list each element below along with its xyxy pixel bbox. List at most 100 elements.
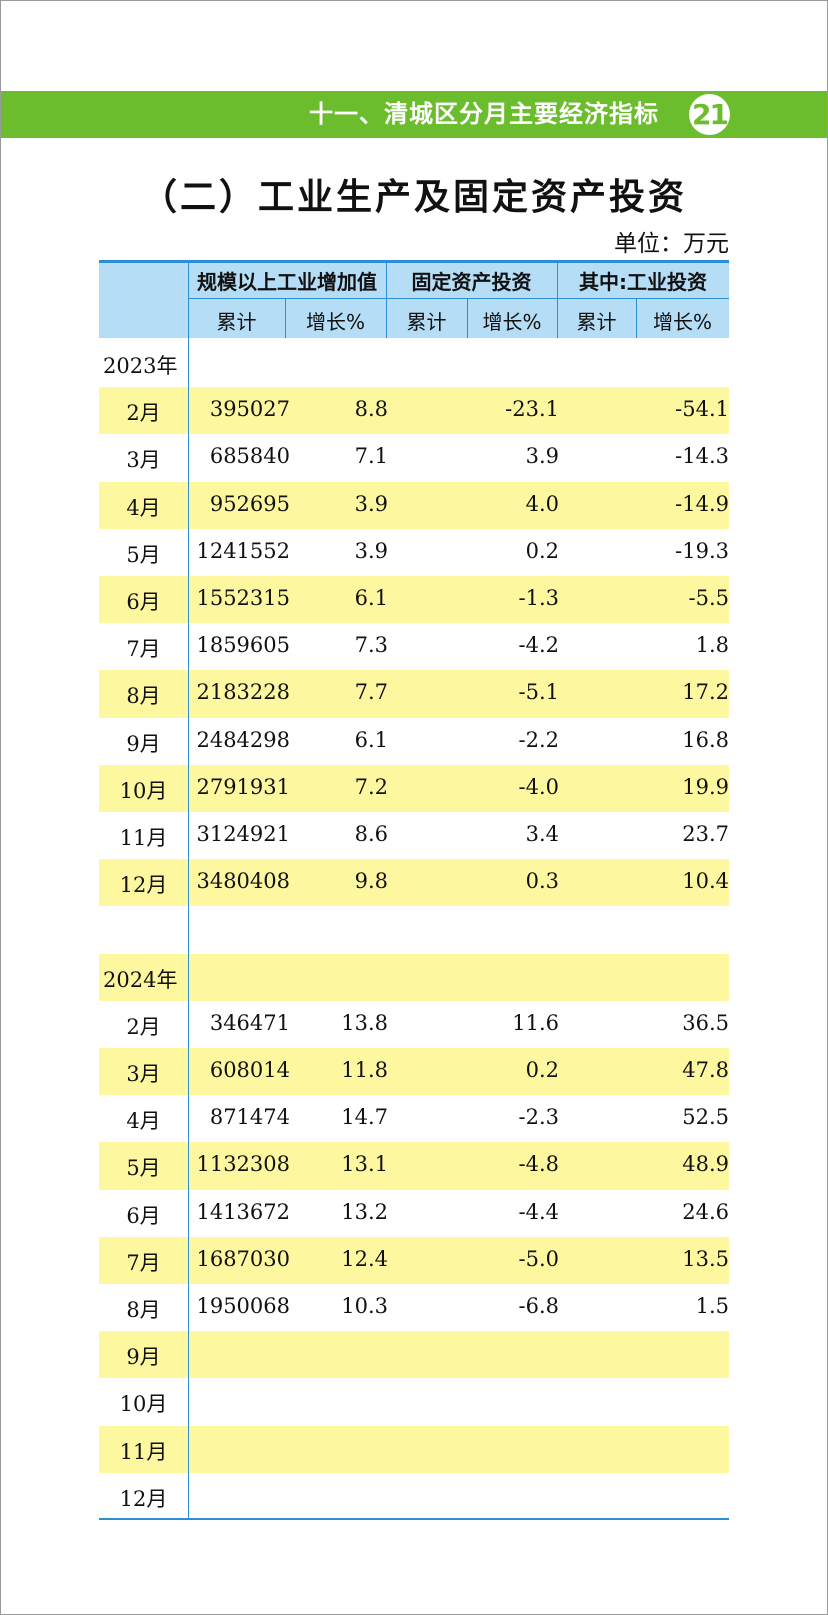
month-label: 12月 [119, 873, 168, 898]
cell-value: -19.3 [675, 538, 729, 563]
month-label: 4月 [126, 1109, 161, 1134]
month-label: 2月 [126, 401, 161, 426]
cell-value: -4.8 [518, 1152, 560, 1177]
cell-value: 4.0 [525, 491, 559, 516]
row-background [99, 529, 729, 576]
cell-value: 6.1 [354, 727, 388, 752]
header-divider [467, 299, 468, 338]
cell-value: 1132308 [196, 1152, 290, 1177]
cell-value: -5.0 [518, 1246, 560, 1271]
cell-value: 952695 [209, 491, 290, 516]
table-title: （二）工业生产及固定资产投资 [140, 177, 687, 218]
cell-value: -14.9 [675, 491, 729, 516]
month-label: 9月 [126, 731, 161, 756]
cell-value: 13.8 [341, 1010, 388, 1035]
cell-value: -2.2 [518, 727, 560, 752]
cell-value: 3.9 [354, 491, 388, 516]
column-group: 固定资产投资 [411, 270, 532, 294]
cell-value: 11.6 [512, 1010, 559, 1035]
month-label: 11月 [119, 826, 168, 850]
month-label: 3月 [126, 448, 161, 473]
cell-value: 13.5 [682, 1246, 729, 1271]
stub-divider [188, 260, 189, 1520]
cell-value: -1.3 [518, 586, 560, 610]
row-background [99, 1095, 729, 1142]
cell-value: 2791931 [196, 774, 290, 799]
cell-value: -5.1 [518, 680, 560, 705]
cell-value: 13.2 [341, 1199, 388, 1224]
header-divider [386, 262, 387, 338]
month-label: 11月 [119, 1439, 168, 1464]
subcolumn: 增长% [652, 310, 712, 334]
column-group: 其中:工业投资 [579, 270, 707, 294]
row-background [99, 764, 729, 812]
row-background [99, 1236, 729, 1284]
year-label: 2023年 [103, 354, 178, 378]
cell-value: 8.8 [354, 397, 388, 422]
month-label: 8月 [126, 1298, 161, 1322]
cell-value: 1687030 [196, 1246, 290, 1271]
cell-value: 3124921 [196, 822, 290, 846]
cell-value: 19.9 [682, 774, 729, 799]
row-background [99, 1378, 729, 1425]
header-divider [557, 262, 558, 338]
month-label: 3月 [126, 1062, 161, 1086]
cell-value: 47.8 [682, 1058, 729, 1082]
subcolumn: 累计 [216, 310, 257, 334]
row-background [99, 576, 729, 624]
header-bar: 十一、清城区分月主要经济指标 21 [1, 91, 827, 138]
cell-value: 0.2 [525, 1058, 559, 1082]
row-background [99, 1001, 729, 1048]
cell-value: 1950068 [196, 1294, 290, 1318]
cell-value: 11.8 [341, 1058, 388, 1082]
table-bottom-rule [99, 1518, 729, 1520]
row-background [99, 1425, 729, 1473]
cell-value: 2183228 [196, 680, 290, 705]
cell-value: -54.1 [675, 397, 729, 422]
cell-value: 23.7 [682, 822, 729, 846]
month-label: 10月 [119, 1392, 168, 1417]
cell-value: 1.5 [695, 1294, 729, 1318]
cell-value: 12.4 [341, 1246, 388, 1271]
row-background [99, 670, 729, 718]
cell-value: 1413672 [196, 1199, 290, 1224]
month-label: 4月 [126, 495, 161, 520]
cell-value: 7.2 [354, 774, 388, 799]
cell-value: 1241552 [196, 538, 290, 563]
row-background [99, 718, 729, 765]
month-label: 5月 [126, 1156, 161, 1181]
cell-value: 685840 [209, 444, 290, 469]
year-label: 2024年 [103, 967, 178, 992]
cell-value: 1552315 [196, 586, 290, 610]
cell-value: 10.4 [682, 869, 729, 894]
row-background [99, 481, 729, 529]
cell-value: 608014 [209, 1058, 290, 1082]
subcolumn: 累计 [576, 310, 617, 334]
row-background [99, 1190, 729, 1237]
cell-value: -4.4 [518, 1199, 560, 1224]
row-background [99, 1284, 729, 1331]
row-background [99, 1142, 729, 1190]
cell-value: -23.1 [505, 397, 559, 422]
cell-value: 1859605 [196, 633, 290, 658]
cell-value: 10.3 [341, 1294, 388, 1318]
month-label: 12月 [119, 1486, 168, 1511]
cell-value: 395027 [209, 397, 290, 422]
cell-value: 14.7 [341, 1105, 388, 1130]
cell-value: 346471 [209, 1010, 290, 1035]
month-label: 7月 [126, 637, 161, 662]
column-group: 规模以上工业增加值 [197, 270, 377, 294]
cell-value: 16.8 [682, 727, 729, 752]
cell-value: -2.3 [518, 1105, 560, 1130]
row-background [99, 1048, 729, 1096]
cell-value: 9.8 [354, 869, 388, 894]
cell-value: 3.4 [525, 822, 559, 846]
month-label: 9月 [126, 1345, 161, 1370]
month-label: 5月 [126, 542, 161, 567]
month-label: 10月 [119, 778, 168, 803]
cell-value: 13.1 [341, 1152, 388, 1177]
cell-value: 1.8 [695, 633, 729, 658]
month-label: 7月 [126, 1250, 161, 1275]
row-background [99, 906, 729, 953]
